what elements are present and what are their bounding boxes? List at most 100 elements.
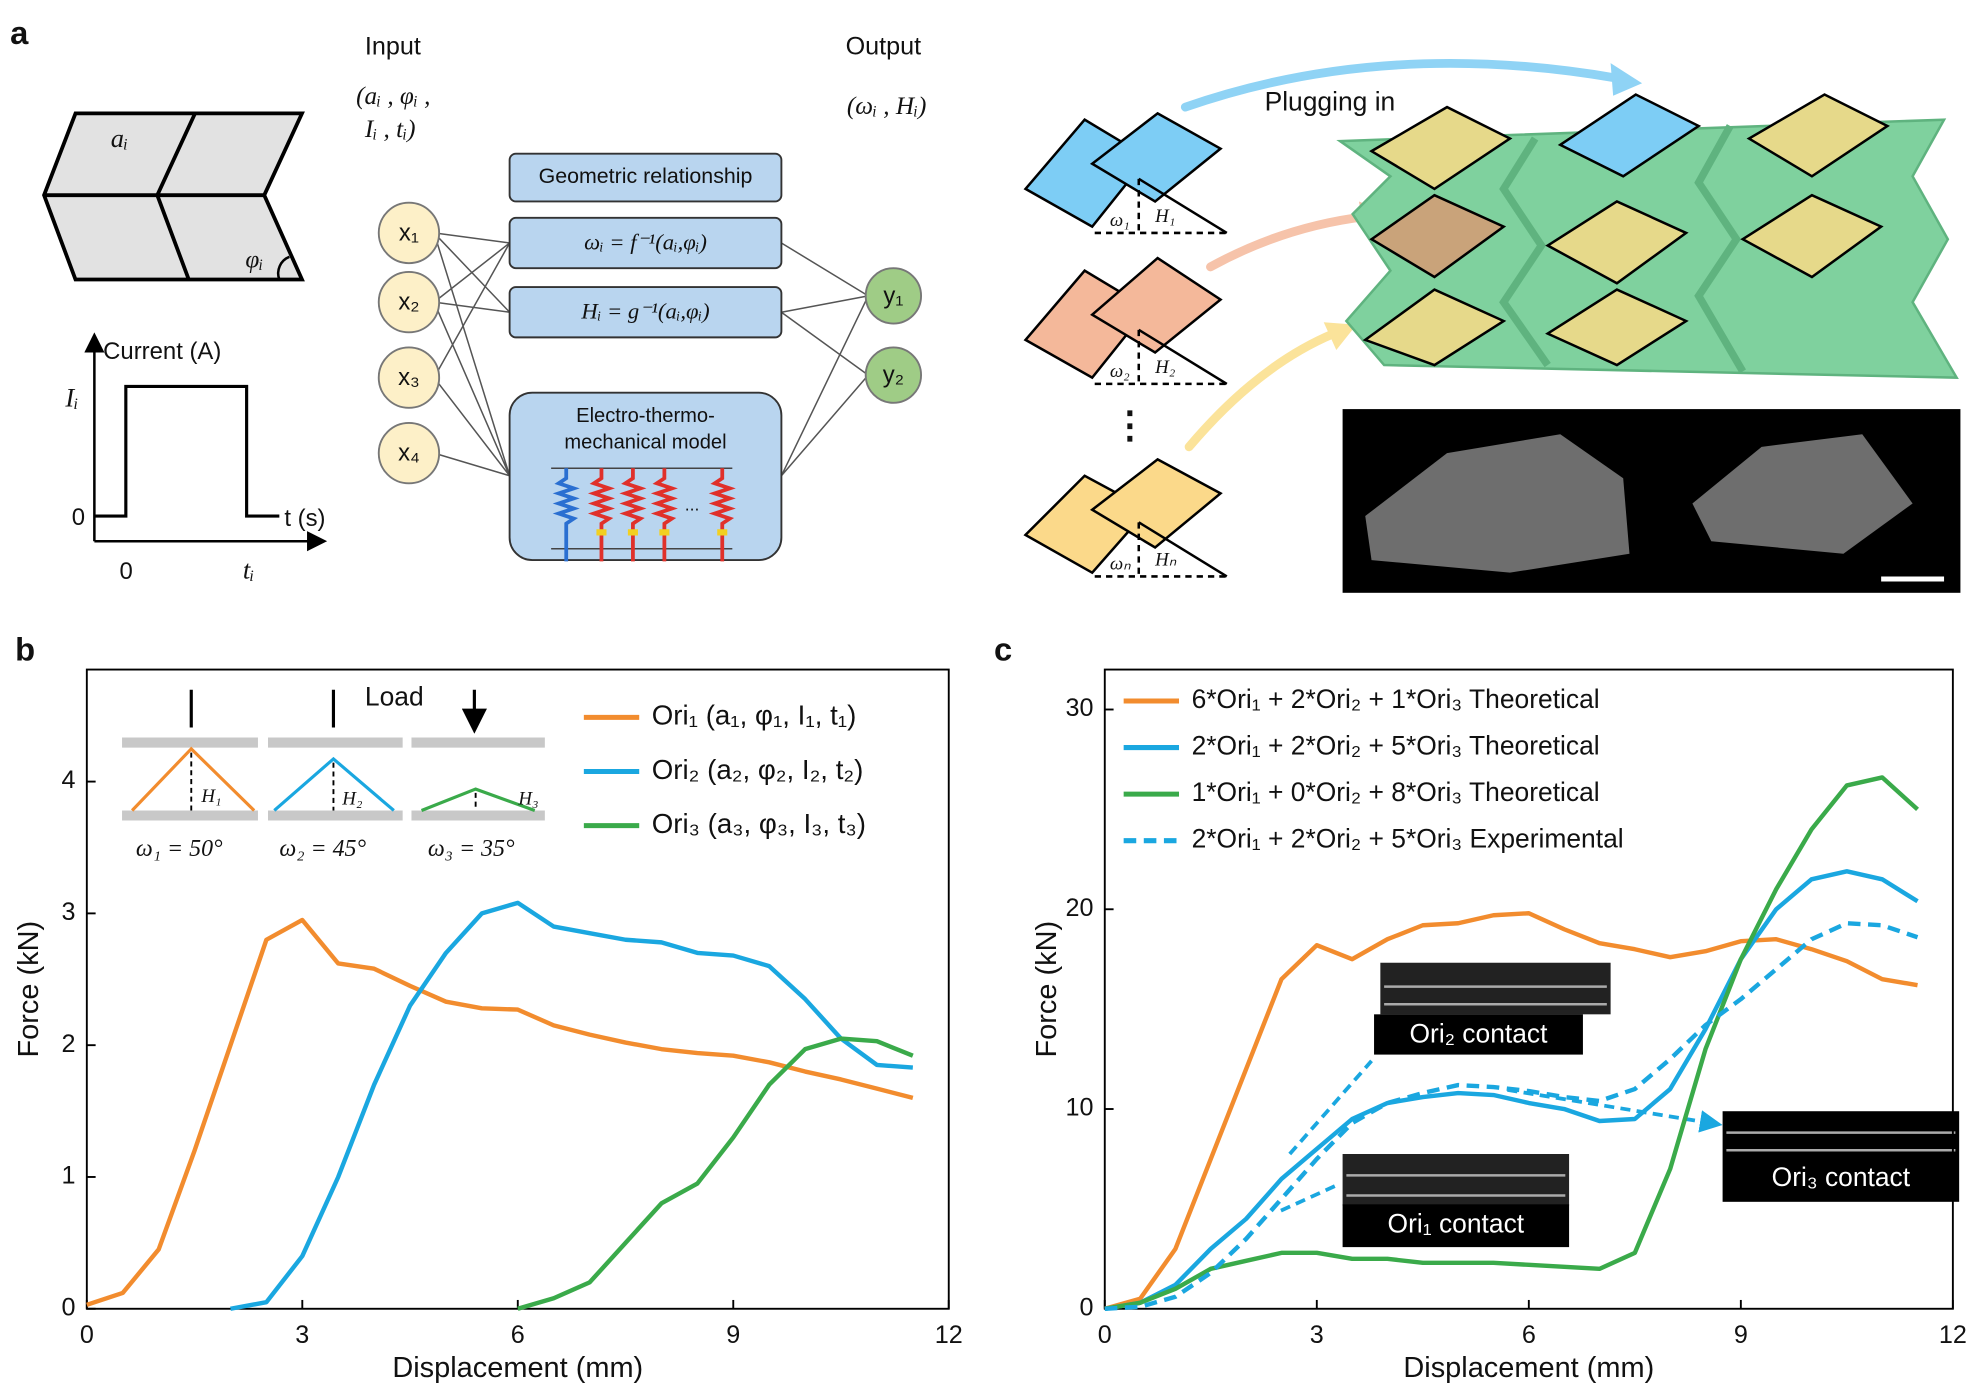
origami-unit xyxy=(1023,457,1228,578)
y-tick-label: 20 xyxy=(1065,894,1093,922)
x-axis-label: Displacement (mm) xyxy=(1403,1352,1654,1384)
inset-label: H₃ xyxy=(517,789,538,810)
box-label: Geometric relationship xyxy=(539,164,753,188)
input-nodes xyxy=(377,201,441,485)
panel-label: b xyxy=(15,631,35,668)
node-label: y₂ xyxy=(883,362,904,389)
ellipsis: ⋮ xyxy=(1111,404,1149,446)
input-title: Input xyxy=(365,33,421,61)
model-label: Electro-thermo- xyxy=(576,405,715,427)
x-tick-label: 9 xyxy=(726,1321,740,1349)
input-params: Iᵢ , tᵢ) xyxy=(364,116,416,143)
y-tick-label: 0 xyxy=(1079,1293,1093,1321)
y-axis-label: Force (kN) xyxy=(1031,921,1063,1058)
box xyxy=(508,152,783,203)
assembly-label: Plugging in xyxy=(1265,86,1396,116)
unit-angle: ω₂ xyxy=(1110,361,1130,382)
pulse-zero: 0 xyxy=(120,558,133,585)
x-axis-label: Displacement (mm) xyxy=(392,1352,643,1384)
x-tick-label: 12 xyxy=(935,1321,963,1349)
data-line xyxy=(86,917,914,1307)
pulse-end: tᵢ xyxy=(243,555,255,585)
x-tick-label: 3 xyxy=(1310,1321,1324,1349)
annotation: Ori₂ contact xyxy=(1410,1019,1549,1049)
y-tick-label: 10 xyxy=(1065,1094,1093,1122)
node-label: x₄ xyxy=(398,440,420,467)
inset-label: ω₃ = 35° xyxy=(428,836,515,862)
x-tick-label: 0 xyxy=(1098,1321,1112,1349)
pulse-plot xyxy=(84,332,328,552)
node-label: y₁ xyxy=(883,282,903,309)
box xyxy=(508,286,783,339)
pulse-zero: 0 xyxy=(72,504,85,531)
data-line xyxy=(517,1036,914,1311)
data-line xyxy=(230,900,913,1311)
data-line xyxy=(1104,869,1919,1311)
unit-height: H₂ xyxy=(1154,357,1176,378)
x-tick-label: 9 xyxy=(1734,1321,1748,1349)
origami-unit xyxy=(1023,256,1228,386)
inset xyxy=(122,689,545,821)
side-label: aᵢ xyxy=(111,123,128,153)
y-tick-label: 1 xyxy=(61,1162,75,1190)
annotation: Ori₃ contact xyxy=(1772,1162,1911,1192)
node-label: x₁ xyxy=(399,220,419,247)
box-label: ωᵢ = f⁻¹(aᵢ,φᵢ) xyxy=(584,229,707,254)
assembly xyxy=(1336,93,1959,379)
legend-label: Ori₂ (a₂, φ₂, I₂, t₂) xyxy=(652,754,864,785)
x-tick-label: 6 xyxy=(511,1321,525,1349)
inset-label: ω₂ = 45° xyxy=(279,836,366,862)
model-label: mechanical model xyxy=(564,431,726,453)
legend-label: 2*Ori₁ + 2*Ori₂ + 5*Ori₃ Experimental xyxy=(1192,824,1624,854)
x-tick-label: 6 xyxy=(1522,1321,1536,1349)
output-title: Output xyxy=(846,33,922,61)
node-label: x₂ xyxy=(398,289,419,316)
unit-angle: ωₙ xyxy=(1110,553,1131,574)
y-tick-label: 3 xyxy=(61,898,75,926)
annotation: Ori₁ contact xyxy=(1388,1209,1525,1239)
origami-unit xyxy=(1023,111,1228,235)
inset-label: H₂ xyxy=(341,789,363,810)
unit-height: H₁ xyxy=(1154,206,1175,227)
input-params: (aᵢ , φᵢ , xyxy=(356,83,430,110)
x-tick-label: 12 xyxy=(1939,1321,1967,1349)
legend-label: 2*Ori₁ + 2*Ori₂ + 5*Ori₃ Theoretical xyxy=(1192,731,1600,761)
panel-label: a xyxy=(10,14,29,51)
output-nodes xyxy=(864,267,923,404)
y-tick-label: 30 xyxy=(1065,694,1093,722)
inset-label: H₁ xyxy=(200,786,221,807)
photo xyxy=(1342,409,1961,593)
unit-angle: ω₁ xyxy=(1110,210,1130,231)
network-wires xyxy=(433,232,869,477)
unit-height: Hₙ xyxy=(1154,550,1177,571)
node-label: x₃ xyxy=(398,364,420,391)
box xyxy=(508,216,783,270)
box-label: Hᵢ = g⁻¹(aᵢ,φᵢ) xyxy=(580,299,709,324)
spring-model xyxy=(551,467,736,562)
model-dots: ... xyxy=(685,495,700,515)
x-tick-label: 3 xyxy=(295,1321,309,1349)
contact-annotations xyxy=(1280,962,1960,1248)
pulse-y-label: Current (A) xyxy=(103,338,221,365)
y-axis-label: Force (kN) xyxy=(13,921,45,1058)
data-line xyxy=(1104,921,1919,1311)
x-tick-label: 0 xyxy=(80,1321,94,1349)
y-tick-label: 2 xyxy=(61,1030,75,1058)
inset-label: Load xyxy=(365,681,424,711)
data-line xyxy=(1104,775,1920,1311)
panel-label: c xyxy=(994,631,1012,668)
legend-label: 1*Ori₁ + 0*Ori₂ + 8*Ori₃ Theoretical xyxy=(1192,777,1600,807)
pulse-x-label: t (s) xyxy=(284,505,325,532)
legend-label: Ori₁ (a₁, φ₁, I₁, t₁) xyxy=(652,700,857,731)
angle-label: φᵢ xyxy=(245,247,263,274)
inset-label: ω₁ = 50° xyxy=(136,836,223,862)
data-line xyxy=(1104,911,1918,1311)
legend-label: 6*Ori₁ + 2*Ori₂ + 1*Ori₃ Theoretical xyxy=(1192,684,1600,714)
y-tick-label: 0 xyxy=(61,1293,75,1321)
y-tick-label: 4 xyxy=(61,766,75,794)
pulse-level: Iᵢ xyxy=(64,382,78,412)
origami-sheet xyxy=(42,111,305,282)
output-params: (ωᵢ , Hᵢ) xyxy=(847,93,927,120)
